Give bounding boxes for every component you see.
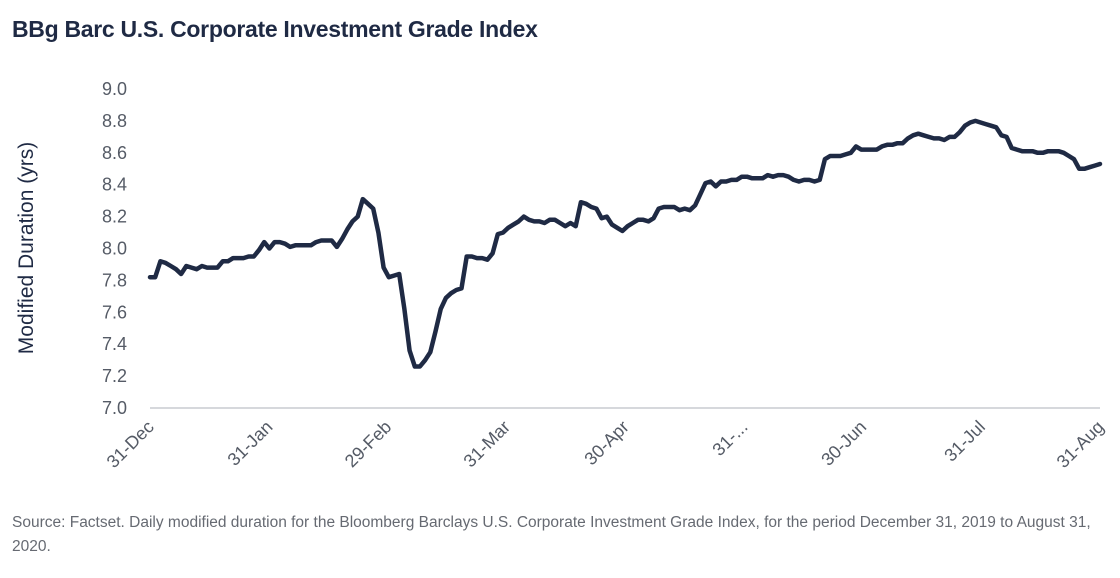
x-tick-label: 31-... — [708, 417, 751, 460]
y-tick-label: 8.2 — [102, 207, 127, 227]
x-tick-label: 31-Dec — [103, 417, 158, 472]
y-tick-label: 9.0 — [102, 79, 127, 99]
x-tick-label: 30-Jun — [817, 417, 870, 470]
x-tick-label: 31-Aug — [1053, 417, 1108, 472]
y-tick-label: 8.4 — [102, 175, 127, 195]
y-tick-label: 7.6 — [102, 302, 127, 322]
y-tick-label: 8.0 — [102, 239, 127, 259]
y-tick-label: 8.6 — [102, 143, 127, 163]
x-tick-label: 31-Mar — [460, 417, 514, 471]
x-tick-label: 31-Jan — [224, 417, 277, 470]
y-tick-label: 7.2 — [102, 366, 127, 386]
plot-area: 9.0 8.8 8.6 8.4 8.2 8.0 7.8 7.6 7.4 7.2 7.031-Dec 3… — [102, 79, 1108, 472]
chart-title: BBg Barc U.S. Corporate Investment Grade… — [12, 16, 538, 42]
y-tick-label: 7.8 — [102, 270, 127, 290]
source-footnote: Source: Factset. Daily modified duration… — [12, 514, 1091, 555]
y-tick-label: 7.4 — [102, 334, 127, 354]
series-line — [147, 118, 1103, 369]
y-axis-label: Modified Duration (yrs) — [15, 142, 38, 354]
y-tick-label: 8.8 — [102, 111, 127, 131]
x-tick-label: 29-Feb — [341, 417, 395, 471]
y-tick-label: 7.0 — [102, 398, 127, 418]
x-tick-label: 31-Jul — [940, 417, 989, 466]
x-tick-label: 30-Apr — [580, 417, 632, 469]
